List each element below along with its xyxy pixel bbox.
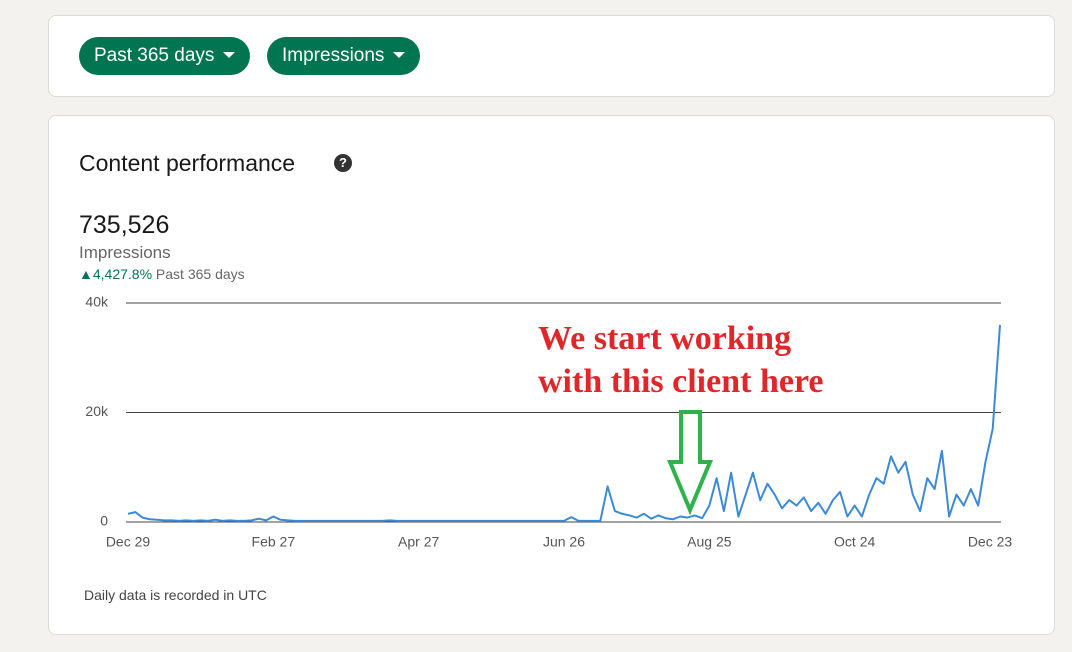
caret bbox=[393, 52, 406, 58]
change-line: ▲4,427.8% Past 365 days bbox=[79, 266, 245, 282]
total-label: Impressions bbox=[79, 243, 171, 262]
caret bbox=[223, 52, 236, 58]
footnote: Daily data is recorded in UTC bbox=[84, 587, 267, 603]
x-tick-label: Dec 29 bbox=[106, 534, 151, 550]
card-title: Content performance bbox=[79, 150, 296, 176]
period-filter[interactable]: Past 365 days bbox=[79, 37, 251, 75]
performance-card bbox=[48, 115, 1055, 635]
y-tick-label: 20k bbox=[85, 403, 109, 419]
annotation-line: with this client here bbox=[538, 363, 824, 400]
help-icon[interactable]: ? bbox=[334, 154, 352, 172]
x-tick-label: Apr 27 bbox=[398, 534, 439, 550]
x-tick-label: Oct 24 bbox=[834, 534, 875, 550]
period-filter-label: Past 365 days bbox=[94, 45, 215, 66]
x-tick-label: Jun 26 bbox=[543, 534, 585, 550]
x-tick-label: Feb 27 bbox=[252, 534, 296, 550]
x-tick-label: Dec 23 bbox=[968, 534, 1013, 550]
y-tick-label: 40k bbox=[85, 294, 109, 310]
change-up-arrow: ▲ bbox=[79, 266, 93, 282]
total-value: 735,526 bbox=[79, 211, 170, 239]
filter-card: Past 365 days Impressions bbox=[48, 15, 1055, 97]
x-tick-label: Aug 25 bbox=[687, 534, 732, 550]
change-value: 4,427.8% bbox=[92, 266, 153, 282]
change-period: Past 365 days bbox=[155, 266, 245, 282]
metric-filter-label: Impressions bbox=[282, 45, 385, 66]
y-tick-label: 0 bbox=[100, 513, 108, 529]
metric-filter[interactable]: Impressions bbox=[267, 37, 421, 75]
annotation-arrow bbox=[667, 410, 713, 516]
data-line bbox=[127, 324, 1001, 522]
annotation-line: We start working bbox=[538, 320, 791, 357]
